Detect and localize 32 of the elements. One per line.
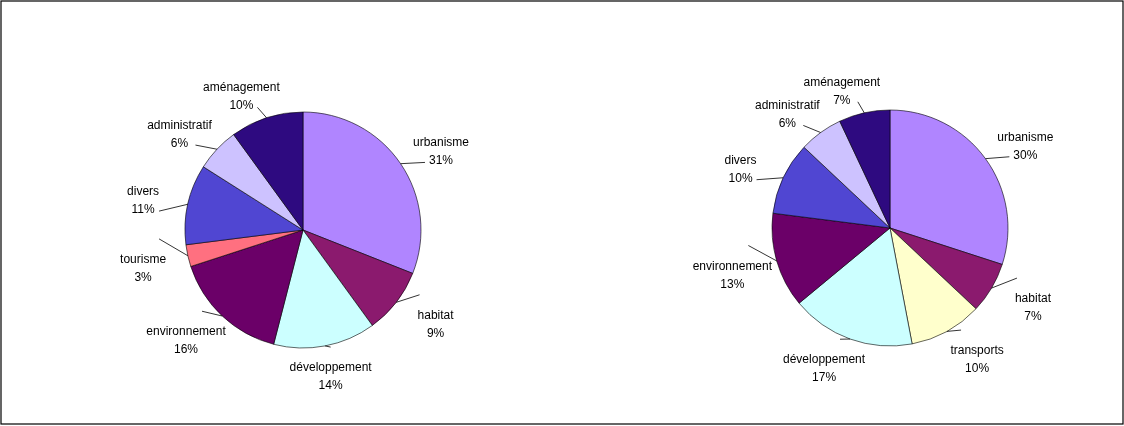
slice-label: habitat (1014, 291, 1052, 306)
slice-label: urbanisme (412, 135, 470, 150)
slice-label: aménagement (803, 74, 881, 89)
slice-label: aménagement (203, 80, 281, 95)
data-label: 10% (965, 361, 990, 376)
slice-label: environnement (692, 258, 773, 273)
data-label: 13% (720, 276, 745, 291)
slice-label: développement (783, 352, 866, 367)
slice-label: transports (950, 343, 1004, 358)
data-label: 7% (1024, 309, 1042, 324)
data-label: 10% (728, 170, 753, 185)
data-label: 17% (812, 370, 837, 385)
slice-label: administratif (754, 98, 821, 113)
slice-label: divers (724, 152, 757, 167)
slice-label: environnement (146, 324, 227, 339)
slice-label: divers (127, 184, 160, 199)
data-label: 31% (428, 153, 454, 168)
data-label: 6% (778, 116, 797, 131)
data-label: 30% (1013, 147, 1038, 162)
slice-label: habitat (417, 307, 455, 322)
slice-label: tourisme (120, 251, 167, 266)
data-label: 10% (229, 98, 254, 113)
data-label: 3% (134, 269, 153, 284)
data-label: 16% (174, 342, 199, 357)
data-label: 9% (426, 325, 445, 340)
data-label: 6% (170, 136, 189, 151)
slice-label: développement (289, 360, 373, 375)
slice-label: administratif (147, 118, 213, 133)
slice-label: urbanisme (997, 129, 1054, 144)
data-label: 14% (318, 378, 343, 393)
data-label: 11% (131, 202, 155, 217)
data-label: 7% (833, 92, 851, 107)
